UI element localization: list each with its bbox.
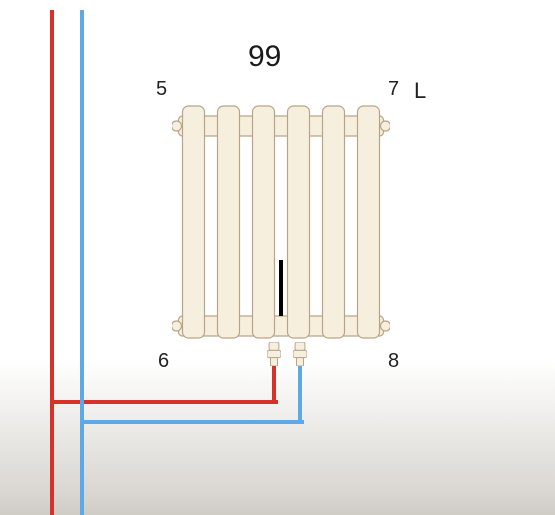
corner-label-7: 7 [388,78,399,101]
diagram-title: 99 [248,40,281,74]
cold-pipe-riser [298,366,302,424]
valve-left-icon [267,342,281,366]
hot-pipe-vertical [50,10,54,515]
diagram-canvas: { "title": { "text": "99", "fontsize": 3… [0,0,555,515]
cold-pipe-vertical [80,10,84,515]
hot-pipe-riser [272,366,276,404]
corner-label-5: 5 [156,78,167,101]
corner-label-8: 8 [388,350,399,373]
corner-label-6: 6 [158,350,169,373]
hot-pipe-branch [50,400,278,404]
legend-l: L [414,78,426,104]
valve-right-icon [293,342,307,366]
cold-pipe-branch [80,420,304,424]
radiator-icon [172,102,390,342]
